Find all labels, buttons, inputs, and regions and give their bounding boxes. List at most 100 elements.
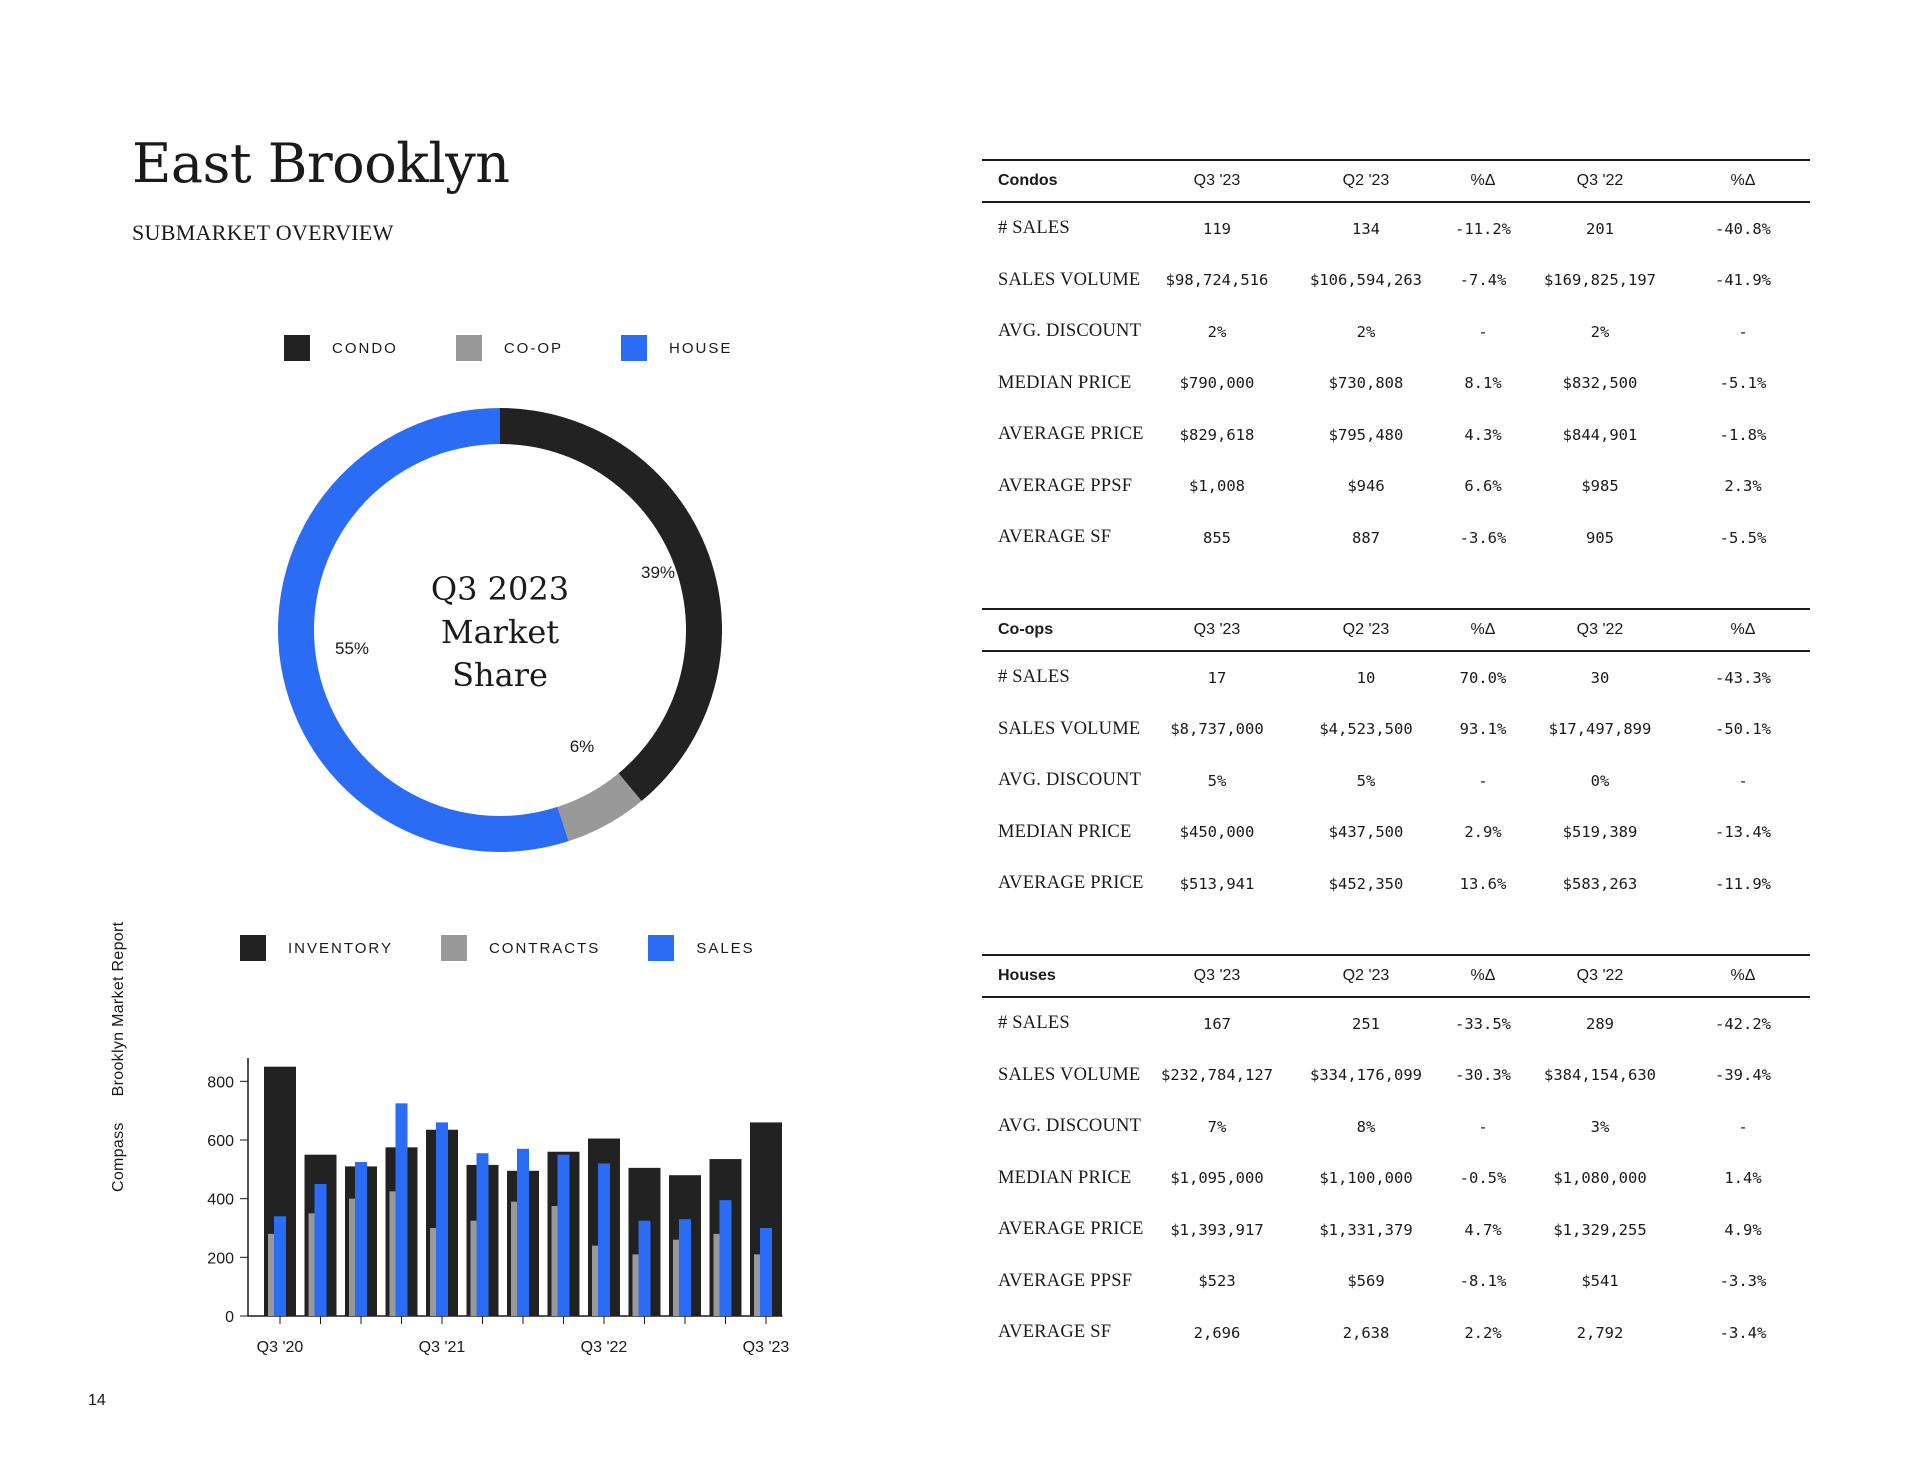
metric-value: 5% [1356, 771, 1376, 790]
metric-value: -50.1% [1715, 720, 1771, 739]
stats-table: Condos Q3 '23 Q2 '23 %Δ Q3 '22 %Δ # SALES 119 13… [982, 159, 1810, 564]
table-row: AVG. DISCOUNT 7% 8% - 3% - [982, 1101, 1810, 1153]
legend-label: CONDO [332, 339, 398, 357]
metric-value: $8,737,000 [1170, 720, 1264, 739]
metric-value: 887 [1352, 528, 1380, 547]
metric-value: 6.6% [1464, 477, 1502, 496]
metric-value: 30 [1590, 668, 1610, 687]
bar-sales [719, 1200, 732, 1316]
legend-item-condo: CONDO [284, 335, 398, 361]
table-row: MEDIAN PRICE $790,000 $730,808 8.1% $832,500… [982, 358, 1810, 410]
metric-value: 2.3% [1724, 477, 1762, 496]
metric-value: $232,784,127 [1161, 1066, 1273, 1085]
metric-value: 2% [1590, 322, 1610, 341]
report-name: Brooklyn Market Report [110, 921, 127, 1097]
metric-value: $730,808 [1328, 374, 1404, 393]
metric-value: 201 [1586, 219, 1614, 238]
column-header: Q3 '22 [1576, 172, 1624, 189]
page-title: East Brooklyn [132, 132, 510, 195]
legend-swatch [440, 935, 467, 961]
coops-table: Co-ops Q3 '23 Q2 '23 %Δ Q3 '22 %Δ # SALES 17 10 7… [982, 608, 1810, 910]
metric-value: -5.1% [1719, 374, 1767, 393]
x-tick-label: Q3 '22 [581, 1339, 628, 1356]
legend-item-contracts: CONTRACTS [440, 935, 601, 961]
metric-label: MEDIAN PRICE [998, 821, 1132, 842]
metric-value: - [1738, 322, 1748, 341]
metric-value: $452,350 [1328, 874, 1404, 893]
metric-value: 2.2% [1464, 1323, 1502, 1342]
legend-label: CONTRACTS [488, 939, 601, 957]
metric-value: $844,901 [1562, 425, 1638, 444]
legend-swatch [621, 335, 648, 361]
metric-value: 5% [1207, 771, 1227, 790]
metric-label: SALES VOLUME [998, 718, 1141, 739]
table-row: AVERAGE SF 855 887 -3.6% 905 -5.5% [982, 512, 1810, 564]
table-category-header: Condos [998, 172, 1058, 189]
column-header: %Δ [1470, 621, 1496, 638]
stats-table: Co-ops Q3 '23 Q2 '23 %Δ Q3 '22 %Δ # SALES 17 10 7… [982, 608, 1810, 910]
y-tick-label: 200 [207, 1250, 234, 1267]
legend-label: INVENTORY [288, 939, 393, 957]
table-row: # SALES 167 251 -33.5% 289 -42.2% [982, 997, 1810, 1050]
metric-value: $946 [1347, 477, 1385, 496]
metric-value: $790,000 [1179, 374, 1255, 393]
metric-label: SALES VOLUME [998, 269, 1141, 290]
metric-value: -39.4% [1715, 1066, 1771, 1085]
metric-value: -11.9% [1715, 874, 1771, 893]
table-row: SALES VOLUME $232,784,127 $334,176,099 -30.… [982, 1050, 1810, 1102]
metric-value: $523 [1198, 1272, 1236, 1291]
metric-value: 13.6% [1459, 874, 1507, 893]
donut-slice-label: 6% [570, 737, 595, 756]
market-share-donut-chart: 39% 6% 55% Q3 2023 Market Share [278, 408, 723, 852]
column-header: Q3 '23 [1193, 967, 1241, 984]
bar-sales [679, 1219, 691, 1316]
legend-item-inventory: INVENTORY [240, 935, 393, 961]
legend-label: SALES [696, 939, 755, 957]
metric-value: -3.6% [1459, 528, 1507, 547]
page-subtitle: SUBMARKET OVERVIEW [132, 220, 394, 245]
bar-sales [274, 1216, 286, 1316]
metric-value: -0.5% [1459, 1169, 1507, 1188]
metric-value: - [1738, 771, 1748, 790]
metric-value: $1,080,000 [1553, 1169, 1647, 1188]
metric-value: -42.2% [1715, 1014, 1771, 1033]
donut-slice-label: 55% [335, 639, 369, 658]
donut-center-title: Share [452, 656, 548, 694]
legend-item-house: HOUSE [621, 335, 732, 361]
metric-value: 0% [1590, 771, 1610, 790]
bar-sales [436, 1122, 448, 1316]
bar-sales [598, 1163, 610, 1316]
metric-value: 251 [1352, 1014, 1380, 1033]
legend-item-co-op: CO-OP [455, 335, 563, 361]
table-row: SALES VOLUME $8,737,000 $4,523,500 93.1% $17… [982, 704, 1810, 756]
metric-value: 2% [1356, 322, 1376, 341]
metric-label: SALES VOLUME [998, 1064, 1141, 1085]
x-tick-label: Q3 '23 [743, 1339, 790, 1356]
table-row: MEDIAN PRICE $450,000 $437,500 2.9% $519,389… [982, 807, 1810, 859]
column-header: Q2 '23 [1342, 967, 1390, 984]
column-header: %Δ [1730, 621, 1756, 638]
table-row: AVERAGE PPSF $523 $569 -8.1% $541 -3.3% [982, 1256, 1810, 1308]
donut-center-title: Market [441, 613, 559, 651]
metric-value: 3% [1590, 1117, 1610, 1136]
bar-sales [557, 1154, 570, 1316]
metric-value: 8% [1356, 1117, 1376, 1136]
x-tick-label: Q3 '21 [419, 1339, 466, 1356]
metric-value: 2% [1207, 322, 1227, 341]
table-row: AVG. DISCOUNT 5% 5% - 0% - [982, 755, 1810, 807]
metric-value: 7% [1207, 1117, 1227, 1136]
donut-slice-condo [500, 408, 723, 802]
legend-label: HOUSE [669, 339, 733, 357]
report-label: Compass Brooklyn Market Report [110, 922, 128, 1192]
metric-value: -41.9% [1715, 271, 1771, 290]
column-header: Q3 '23 [1193, 172, 1241, 189]
bar-sales [760, 1228, 772, 1316]
metric-label: AVERAGE SF [998, 1322, 1112, 1343]
metric-value: $1,008 [1189, 477, 1245, 496]
metric-value: 2,792 [1576, 1323, 1624, 1342]
brand-name: Compass [110, 1122, 127, 1192]
metric-value: 2.9% [1464, 823, 1502, 842]
metric-value: $169,825,197 [1544, 271, 1656, 290]
metric-value: - [1478, 322, 1488, 341]
metric-value: 119 [1203, 219, 1231, 238]
